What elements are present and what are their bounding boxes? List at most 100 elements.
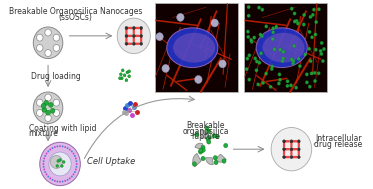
FancyBboxPatch shape bbox=[125, 29, 128, 34]
Circle shape bbox=[250, 40, 253, 43]
Circle shape bbox=[117, 18, 150, 54]
Circle shape bbox=[261, 81, 265, 85]
Circle shape bbox=[53, 109, 60, 116]
Circle shape bbox=[128, 75, 131, 78]
FancyBboxPatch shape bbox=[133, 37, 135, 42]
Circle shape bbox=[290, 140, 293, 143]
Circle shape bbox=[54, 146, 56, 148]
Text: drug release: drug release bbox=[314, 140, 363, 149]
Circle shape bbox=[45, 50, 51, 57]
Circle shape bbox=[120, 77, 123, 80]
Circle shape bbox=[272, 30, 275, 34]
Circle shape bbox=[250, 38, 253, 42]
Circle shape bbox=[76, 160, 77, 162]
Circle shape bbox=[214, 160, 218, 165]
Circle shape bbox=[37, 109, 43, 116]
Circle shape bbox=[290, 58, 294, 61]
Circle shape bbox=[44, 171, 46, 173]
FancyBboxPatch shape bbox=[135, 27, 140, 29]
Circle shape bbox=[277, 82, 280, 85]
Wedge shape bbox=[200, 130, 209, 138]
Circle shape bbox=[286, 84, 289, 88]
Circle shape bbox=[308, 30, 311, 34]
Text: organosilica: organosilica bbox=[182, 126, 229, 136]
Circle shape bbox=[261, 8, 264, 11]
Circle shape bbox=[45, 94, 51, 101]
Circle shape bbox=[54, 180, 56, 182]
Circle shape bbox=[43, 157, 45, 160]
Circle shape bbox=[319, 49, 322, 53]
Circle shape bbox=[162, 64, 169, 72]
Circle shape bbox=[322, 47, 326, 51]
FancyBboxPatch shape bbox=[140, 29, 142, 34]
Circle shape bbox=[304, 53, 307, 56]
Circle shape bbox=[283, 148, 285, 151]
Circle shape bbox=[40, 142, 80, 186]
Circle shape bbox=[253, 36, 256, 39]
Circle shape bbox=[45, 115, 51, 122]
Circle shape bbox=[305, 73, 308, 76]
Circle shape bbox=[43, 168, 45, 170]
Circle shape bbox=[257, 6, 261, 9]
Circle shape bbox=[207, 140, 211, 144]
Circle shape bbox=[43, 160, 44, 162]
Circle shape bbox=[259, 33, 262, 36]
Circle shape bbox=[224, 143, 228, 148]
Circle shape bbox=[62, 145, 63, 147]
Circle shape bbox=[247, 5, 250, 9]
Circle shape bbox=[312, 8, 316, 11]
FancyBboxPatch shape bbox=[290, 142, 292, 147]
Ellipse shape bbox=[173, 33, 215, 63]
Circle shape bbox=[317, 71, 320, 75]
FancyBboxPatch shape bbox=[292, 140, 297, 143]
Circle shape bbox=[125, 79, 128, 82]
Circle shape bbox=[59, 181, 61, 183]
Circle shape bbox=[282, 50, 285, 53]
Circle shape bbox=[246, 30, 250, 33]
Circle shape bbox=[74, 171, 76, 173]
Circle shape bbox=[67, 147, 69, 149]
FancyBboxPatch shape bbox=[127, 43, 132, 45]
Circle shape bbox=[46, 174, 47, 175]
Text: Breakable Organosilica Nanocages: Breakable Organosilica Nanocages bbox=[9, 7, 142, 16]
Circle shape bbox=[281, 59, 284, 63]
Circle shape bbox=[76, 163, 78, 165]
Circle shape bbox=[53, 99, 60, 106]
Circle shape bbox=[260, 34, 264, 38]
Circle shape bbox=[62, 160, 65, 163]
Circle shape bbox=[211, 19, 219, 27]
Text: Breakable: Breakable bbox=[186, 121, 225, 130]
Circle shape bbox=[222, 159, 226, 163]
Circle shape bbox=[278, 73, 281, 76]
Circle shape bbox=[314, 20, 318, 24]
Circle shape bbox=[291, 61, 295, 65]
Circle shape bbox=[41, 103, 46, 108]
Circle shape bbox=[37, 99, 43, 106]
Circle shape bbox=[270, 65, 274, 68]
Circle shape bbox=[273, 48, 276, 51]
Circle shape bbox=[255, 60, 258, 63]
Circle shape bbox=[47, 150, 49, 152]
Circle shape bbox=[264, 72, 268, 75]
FancyBboxPatch shape bbox=[285, 148, 290, 150]
Circle shape bbox=[51, 147, 53, 149]
Wedge shape bbox=[206, 158, 213, 165]
Circle shape bbox=[283, 156, 285, 159]
Circle shape bbox=[317, 8, 320, 11]
Circle shape bbox=[48, 102, 53, 107]
Circle shape bbox=[260, 52, 263, 55]
FancyBboxPatch shape bbox=[135, 35, 140, 37]
Circle shape bbox=[56, 164, 59, 167]
FancyBboxPatch shape bbox=[290, 150, 292, 155]
Circle shape bbox=[50, 108, 55, 113]
Circle shape bbox=[290, 7, 294, 10]
Circle shape bbox=[212, 134, 216, 138]
Circle shape bbox=[50, 156, 62, 169]
Circle shape bbox=[206, 137, 210, 141]
Circle shape bbox=[44, 100, 48, 105]
Circle shape bbox=[140, 42, 142, 45]
Circle shape bbox=[248, 54, 251, 57]
FancyBboxPatch shape bbox=[292, 148, 297, 150]
Circle shape bbox=[37, 34, 43, 41]
Circle shape bbox=[215, 134, 219, 139]
